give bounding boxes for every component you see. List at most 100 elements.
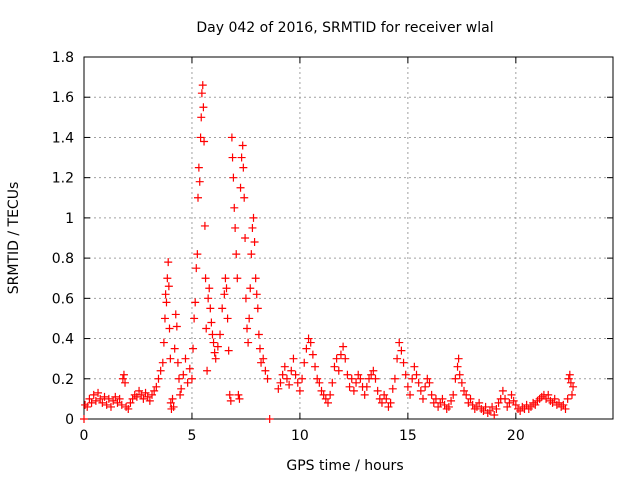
data-point bbox=[128, 394, 137, 403]
data-point bbox=[244, 338, 253, 347]
data-point bbox=[401, 370, 410, 379]
data-point bbox=[190, 314, 199, 323]
data-point bbox=[321, 394, 330, 403]
data-point bbox=[550, 394, 559, 403]
data-point bbox=[143, 392, 152, 401]
data-point bbox=[156, 366, 165, 375]
data-point bbox=[542, 394, 551, 403]
data-point bbox=[369, 366, 378, 375]
data-point bbox=[505, 398, 514, 407]
data-point bbox=[356, 374, 365, 383]
data-point bbox=[175, 374, 184, 383]
x-tick-label: 15 bbox=[399, 428, 417, 444]
data-point bbox=[557, 402, 566, 411]
data-point bbox=[559, 400, 568, 409]
data-point bbox=[561, 404, 570, 413]
data-point bbox=[224, 346, 233, 355]
data-point bbox=[302, 344, 311, 353]
data-point bbox=[462, 390, 471, 399]
data-point bbox=[563, 394, 572, 403]
data-point bbox=[276, 378, 285, 387]
data-point bbox=[427, 390, 436, 399]
data-point bbox=[223, 314, 232, 323]
data-point bbox=[522, 400, 531, 409]
data-point bbox=[83, 402, 92, 411]
data-point bbox=[343, 370, 352, 379]
data-point bbox=[451, 374, 460, 383]
data-point bbox=[347, 374, 356, 383]
data-point bbox=[444, 402, 453, 411]
y-tick-label: 1 bbox=[65, 211, 74, 227]
data-point bbox=[177, 384, 186, 393]
data-point bbox=[235, 394, 244, 403]
data-point bbox=[167, 404, 176, 413]
data-point bbox=[209, 338, 218, 347]
data-point bbox=[115, 394, 124, 403]
data-point bbox=[135, 386, 144, 395]
data-point bbox=[117, 400, 126, 409]
data-point bbox=[285, 380, 294, 389]
data-point bbox=[145, 396, 154, 405]
data-point bbox=[311, 362, 320, 371]
data-point bbox=[243, 324, 252, 333]
data-point bbox=[238, 141, 247, 150]
data-point bbox=[509, 396, 518, 405]
data-point bbox=[94, 388, 103, 397]
data-point bbox=[164, 282, 173, 291]
data-point bbox=[326, 390, 335, 399]
data-point bbox=[257, 358, 266, 367]
data-point bbox=[464, 398, 473, 407]
data-point bbox=[118, 374, 127, 383]
data-point bbox=[168, 394, 177, 403]
data-point bbox=[201, 274, 210, 283]
data-point bbox=[354, 370, 363, 379]
data-point bbox=[282, 374, 291, 383]
data-point bbox=[210, 348, 219, 357]
data-point bbox=[274, 384, 283, 393]
data-point bbox=[237, 153, 246, 162]
data-point bbox=[304, 334, 313, 343]
y-tick-label: 0.2 bbox=[52, 372, 74, 388]
data-point bbox=[323, 398, 332, 407]
data-point bbox=[80, 415, 88, 423]
data-point bbox=[104, 394, 113, 403]
data-point bbox=[503, 402, 512, 411]
data-point bbox=[406, 390, 415, 399]
data-point bbox=[466, 394, 475, 403]
data-point bbox=[197, 89, 206, 98]
data-point bbox=[293, 378, 302, 387]
plot-frame bbox=[83, 56, 614, 420]
data-point bbox=[234, 390, 243, 399]
data-point bbox=[468, 400, 477, 409]
data-point bbox=[204, 294, 213, 303]
data-point bbox=[252, 290, 261, 299]
data-point bbox=[373, 386, 382, 395]
data-point bbox=[154, 374, 163, 383]
data-point bbox=[171, 310, 180, 319]
data-point bbox=[189, 344, 198, 353]
data-point bbox=[254, 330, 263, 339]
data-point bbox=[507, 390, 516, 399]
data-point bbox=[193, 250, 202, 259]
data-point bbox=[172, 322, 181, 331]
y-tick-label: 1.8 bbox=[52, 50, 74, 66]
data-point bbox=[249, 213, 258, 222]
data-point bbox=[98, 398, 107, 407]
data-point bbox=[137, 390, 146, 399]
data-point bbox=[300, 358, 309, 367]
x-tick-label: 10 bbox=[291, 428, 309, 444]
data-point bbox=[492, 404, 501, 413]
data-point bbox=[390, 374, 399, 383]
data-point bbox=[567, 390, 576, 399]
data-point bbox=[122, 402, 131, 411]
data-point bbox=[308, 350, 317, 359]
data-point bbox=[111, 392, 120, 401]
data-point bbox=[102, 400, 111, 409]
data-point bbox=[150, 386, 159, 395]
data-point bbox=[176, 390, 185, 399]
data-point bbox=[121, 378, 130, 387]
data-point bbox=[367, 370, 376, 379]
data-point bbox=[501, 394, 510, 403]
data-point bbox=[213, 342, 222, 351]
data-point bbox=[412, 370, 421, 379]
